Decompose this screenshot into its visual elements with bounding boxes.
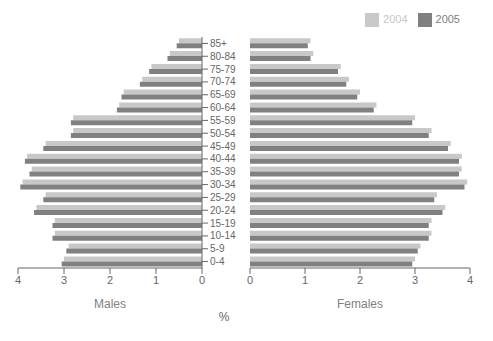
svg-text:1: 1 — [302, 274, 308, 286]
html-text:2005: 2005 — [435, 13, 460, 25]
svg-text:10-14: 10-14 — [210, 230, 236, 241]
svg-text:4: 4 — [15, 274, 21, 286]
svg-text:85+: 85+ — [210, 38, 227, 49]
svg-text:55-59: 55-59 — [210, 115, 236, 126]
html-text:2004: 2004 — [383, 13, 408, 25]
svg-text:70-74: 70-74 — [210, 76, 236, 87]
svg-text:Males: Males — [94, 297, 126, 308]
svg-text:3: 3 — [61, 274, 67, 286]
svg-text:20-24: 20-24 — [210, 205, 236, 216]
svg-text:60-64: 60-64 — [210, 102, 236, 113]
svg-text:50-54: 50-54 — [210, 128, 236, 139]
svg-text:0: 0 — [199, 274, 205, 286]
svg-text:2: 2 — [107, 274, 113, 286]
svg-text:3: 3 — [412, 274, 418, 286]
svg-text:0: 0 — [247, 274, 253, 286]
svg-text:Females: Females — [337, 297, 383, 308]
svg-text:5-9: 5-9 — [210, 243, 225, 254]
svg-text:2: 2 — [357, 274, 363, 286]
svg-text:30-34: 30-34 — [210, 179, 236, 190]
svg-text:15-19: 15-19 — [210, 218, 236, 229]
svg-text:80-84: 80-84 — [210, 51, 236, 62]
svg-text:40-44: 40-44 — [210, 153, 236, 164]
svg-text:65-69: 65-69 — [210, 89, 236, 100]
svg-text:25-29: 25-29 — [210, 192, 236, 203]
svg-text:0-4: 0-4 — [210, 256, 225, 267]
svg-text:1: 1 — [153, 274, 159, 286]
svg-text:35-39: 35-39 — [210, 166, 236, 177]
svg-text:45-49: 45-49 — [210, 141, 236, 152]
svg-text:75-79: 75-79 — [210, 64, 236, 75]
svg-text:4: 4 — [467, 274, 473, 286]
